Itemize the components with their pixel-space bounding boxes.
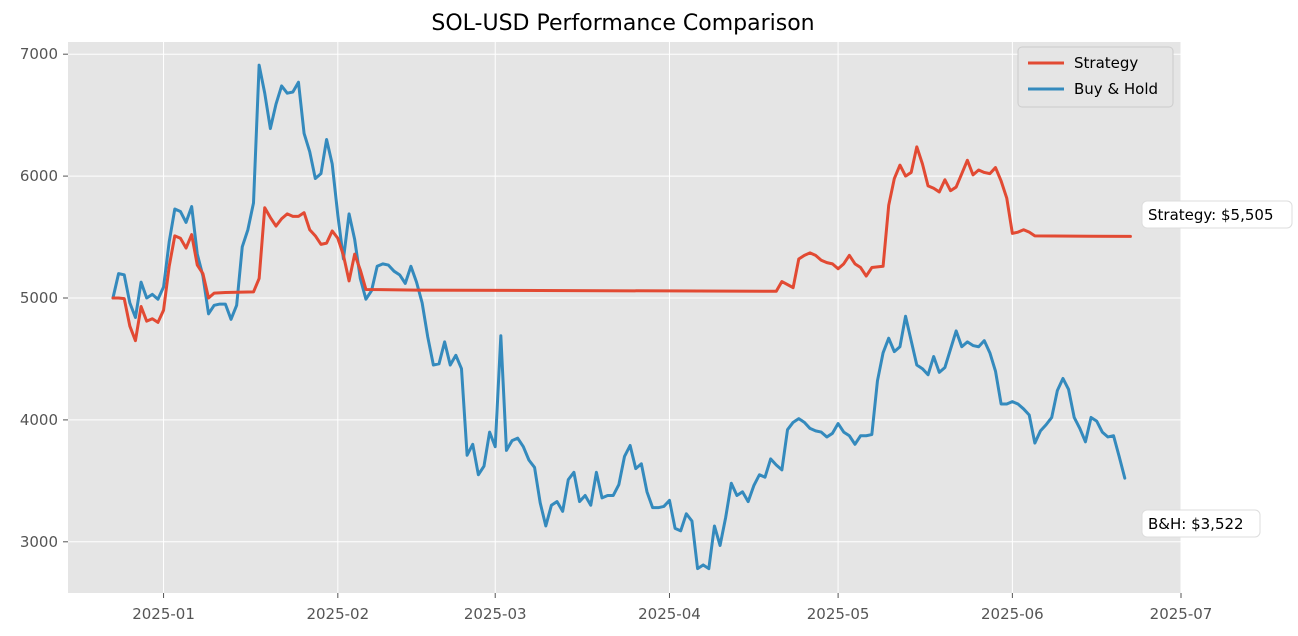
legend: Strategy Buy & Hold [1017,46,1174,108]
strategy-final-value-label: Strategy: $5,505 [1148,206,1274,224]
legend-label-buy-and-hold: Buy & Hold [1074,80,1158,98]
y-axis-ticks: 3000 4000 5000 6000 7000 [20,45,68,551]
chart-title: SOL-USD Performance Comparison [431,11,814,36]
y-tick-label: 5000 [20,289,58,307]
strategy-annotation-box [1141,200,1293,229]
x-tick-label: 2025-02 [306,605,369,623]
x-gridlines [163,42,1182,593]
x-tick-label: 2025-03 [464,605,527,623]
strategy-series-line [111,145,1132,343]
x-axis-ticks: 2025-01 2025-02 2025-03 2025-04 2025-05 2025-… [132,593,1212,623]
buy-and-hold-series-line [111,63,1127,571]
bh-annotation-box [1141,509,1261,538]
series-lines [111,63,1132,571]
y-tick-label: 7000 [20,45,58,63]
x-tick-label: 2025-06 [981,605,1044,623]
end-value-annotations: Strategy: $5,505 B&H: $3,522 [1141,200,1293,538]
y-tick-label: 6000 [20,167,58,185]
x-tick-label: 2025-07 [1150,605,1213,623]
plot-area [68,42,1181,593]
x-tick-label: 2025-04 [638,605,701,623]
x-tick-label: 2025-01 [132,605,195,623]
x-tick-label: 2025-05 [807,605,870,623]
y-tick-label: 4000 [20,411,58,429]
bh-final-value-label: B&H: $3,522 [1148,515,1244,533]
y-tick-label: 3000 [20,533,58,551]
legend-label-strategy: Strategy [1074,54,1138,72]
